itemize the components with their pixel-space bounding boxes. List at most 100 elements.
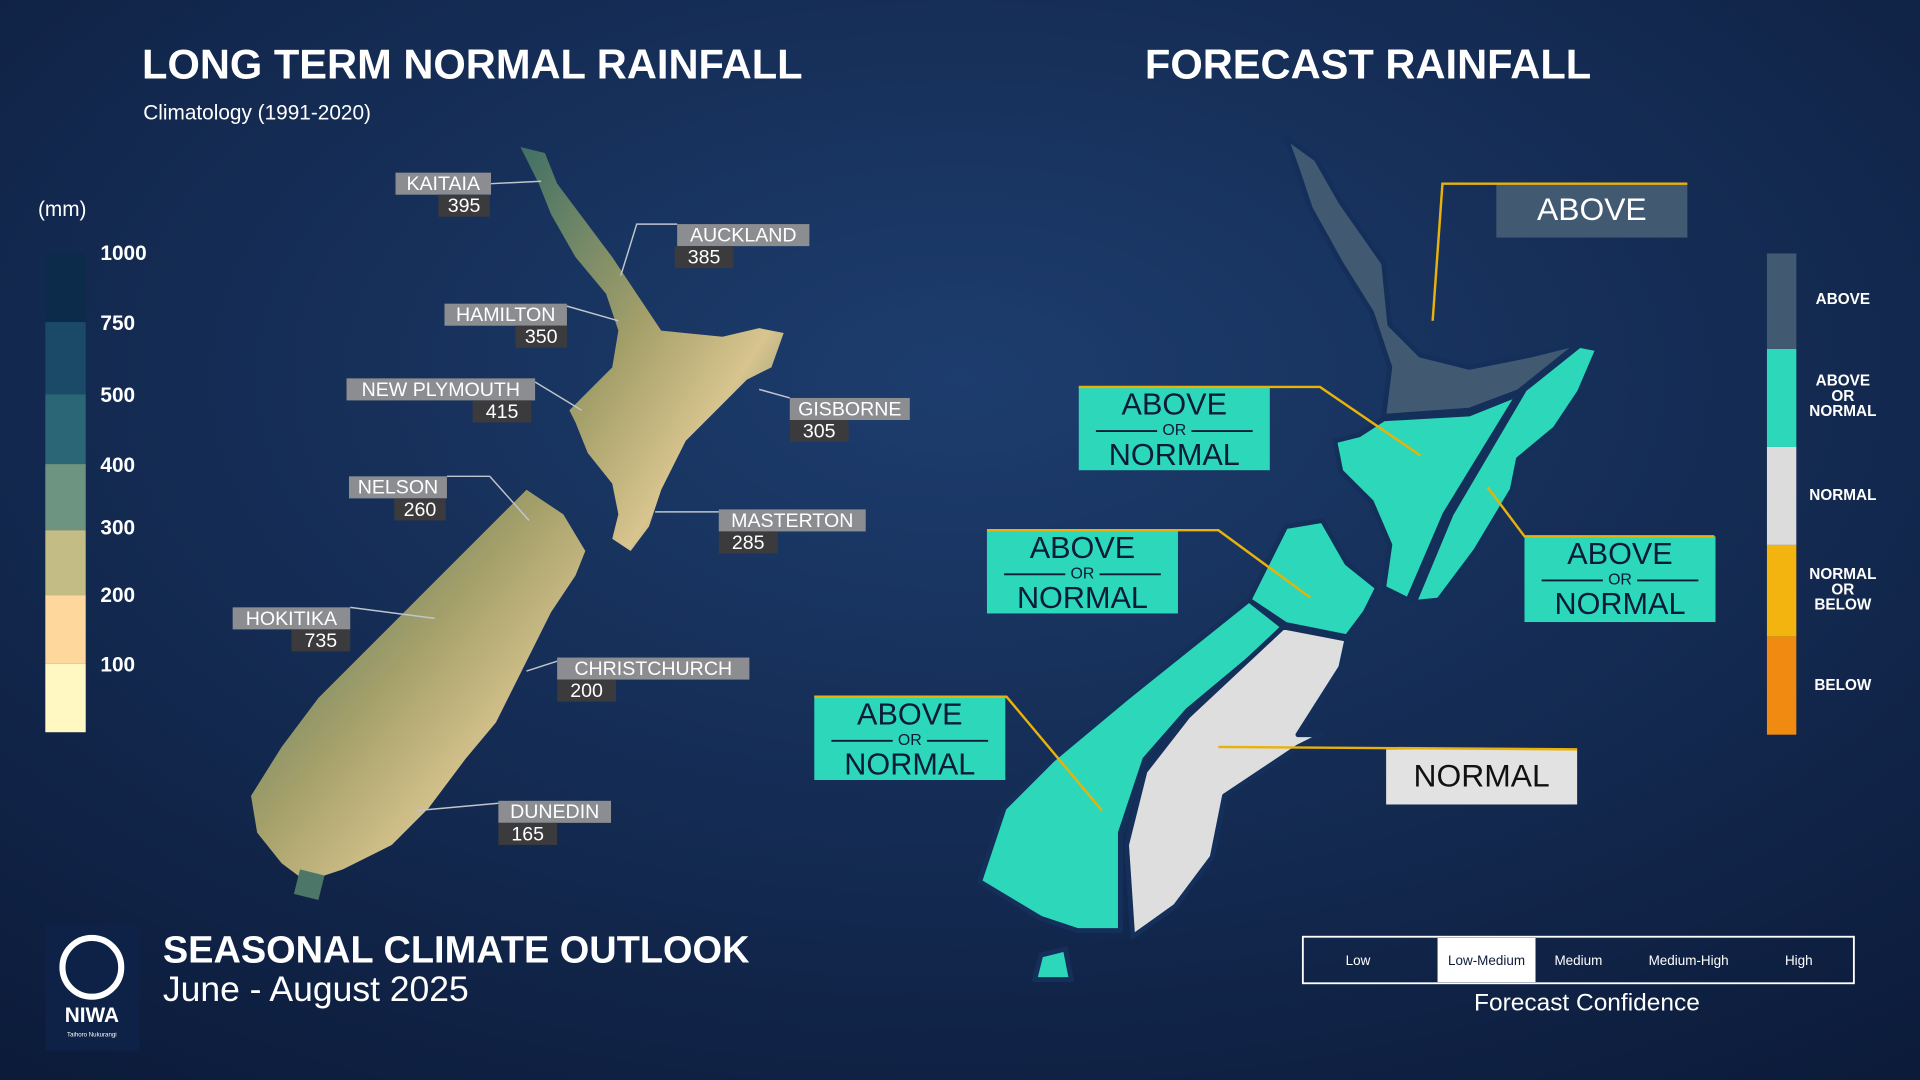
scale-swatch bbox=[45, 322, 86, 395]
footer-title: SEASONAL CLIMATE OUTLOOK bbox=[163, 930, 750, 972]
region-ni-east bbox=[1411, 342, 1601, 605]
callout-line bbox=[1078, 385, 1422, 457]
region-ni-west bbox=[1332, 391, 1521, 603]
station-name-box bbox=[677, 224, 810, 247]
scale-swatch bbox=[45, 595, 86, 664]
confidence-level: Medium bbox=[1554, 953, 1602, 968]
station-value: 285 bbox=[732, 532, 765, 554]
station-value: 385 bbox=[688, 247, 721, 269]
forecast-label-box bbox=[1078, 386, 1270, 471]
station-name-box bbox=[498, 800, 612, 823]
station-name-box bbox=[346, 378, 536, 401]
station-name: MASTERTON bbox=[731, 510, 853, 532]
station-name-box bbox=[348, 476, 447, 499]
station-name-box bbox=[718, 509, 866, 532]
legend-label: ABOVE bbox=[1816, 372, 1870, 389]
station-name: CHRISTCHURCH bbox=[574, 658, 732, 680]
station-name: NELSON bbox=[358, 477, 439, 499]
forecast-map bbox=[977, 134, 1601, 983]
station-name-box bbox=[789, 397, 910, 420]
forecast-label: OR bbox=[898, 732, 922, 749]
unit-label: (mm) bbox=[38, 198, 87, 221]
station-name-box bbox=[444, 303, 567, 326]
station-value: 260 bbox=[404, 499, 437, 521]
leader-line bbox=[350, 606, 435, 620]
station-value-box bbox=[498, 822, 558, 845]
station-value-box bbox=[515, 325, 567, 348]
scale-label: 1000 bbox=[100, 242, 146, 265]
forecast-label: ABOVE bbox=[1537, 191, 1647, 227]
leader-line bbox=[758, 388, 790, 399]
forecast-label: ABOVE bbox=[857, 697, 962, 731]
legend-label: BELOW bbox=[1814, 597, 1871, 614]
legend-label: NORMAL bbox=[1809, 487, 1876, 504]
leader-line bbox=[534, 381, 583, 411]
station-name: HAMILTON bbox=[456, 304, 555, 326]
leader-line bbox=[526, 660, 558, 672]
region-si-north bbox=[1246, 517, 1380, 640]
station-value-box bbox=[557, 679, 616, 702]
left-title: LONG TERM NORMAL RAINFALL bbox=[142, 40, 803, 87]
confidence-box bbox=[1301, 935, 1855, 985]
scale-swatch bbox=[45, 253, 86, 323]
region-si-east bbox=[1124, 624, 1350, 940]
forecast-label-box bbox=[1386, 749, 1578, 805]
confidence-label: Forecast Confidence bbox=[1474, 990, 1700, 1017]
station-value: 350 bbox=[525, 326, 558, 348]
forecast-label-box bbox=[1524, 536, 1716, 623]
leader-line bbox=[620, 223, 678, 276]
left-subtitle: Climatology (1991-2020) bbox=[143, 101, 371, 124]
logo-text: NIWA bbox=[65, 1004, 119, 1027]
leader-line bbox=[566, 305, 619, 322]
station-name: NEW PLYMOUTH bbox=[362, 379, 520, 401]
forecast-label: ABOVE bbox=[1567, 537, 1672, 571]
forecast-label: NORMAL bbox=[1555, 587, 1686, 621]
station-value: 305 bbox=[803, 420, 836, 442]
legend-label: ABOVE bbox=[1816, 291, 1870, 308]
callout-line bbox=[1218, 745, 1578, 751]
logo-mark bbox=[59, 934, 125, 1000]
station-value: 735 bbox=[304, 630, 337, 652]
scale-label: 200 bbox=[100, 584, 135, 607]
forecast-label: NORMAL bbox=[844, 748, 975, 782]
relief-map bbox=[251, 146, 784, 900]
logo: NIWA Taihoro Nukurangi bbox=[45, 924, 140, 1051]
forecast-label: OR bbox=[1162, 422, 1186, 439]
scale-label: 100 bbox=[100, 654, 135, 677]
station-name-box bbox=[232, 607, 351, 630]
south-island bbox=[251, 489, 586, 882]
station-value-box bbox=[394, 498, 446, 521]
forecast-label-box bbox=[814, 696, 1006, 780]
legend-label: OR bbox=[1831, 388, 1854, 405]
station-value-box bbox=[789, 420, 849, 443]
callout-line bbox=[1431, 182, 1688, 321]
legend-swatch bbox=[1766, 253, 1797, 349]
stewart-island bbox=[293, 869, 325, 900]
legend-label: NORMAL bbox=[1809, 403, 1876, 420]
right-title: FORECAST RAINFALL bbox=[1145, 40, 1591, 87]
forecast-label: NORMAL bbox=[1109, 438, 1240, 472]
legend-label: OR bbox=[1831, 581, 1854, 598]
station-value-box bbox=[718, 531, 778, 554]
station-value-box bbox=[438, 194, 490, 217]
callout-line bbox=[814, 695, 1103, 812]
legend-swatch bbox=[1766, 544, 1797, 637]
scale-label: 300 bbox=[100, 516, 135, 539]
legend-label: BELOW bbox=[1814, 677, 1871, 694]
scale-swatch bbox=[45, 530, 86, 596]
leader-line bbox=[490, 180, 542, 185]
legend-label: NORMAL bbox=[1809, 566, 1876, 583]
forecast-label-box bbox=[986, 530, 1178, 614]
leader-line bbox=[446, 475, 530, 521]
station-value-box bbox=[674, 246, 734, 269]
station-name: KAITAIA bbox=[406, 173, 481, 195]
station-value-box bbox=[472, 400, 532, 423]
forecast-label: ABOVE bbox=[1030, 531, 1135, 565]
scale-label: 750 bbox=[100, 312, 135, 335]
station-name-box bbox=[395, 172, 492, 195]
station-name: GISBORNE bbox=[798, 398, 901, 420]
forecast-label: NORMAL bbox=[1017, 581, 1148, 615]
forecast-label-box bbox=[1496, 183, 1688, 238]
